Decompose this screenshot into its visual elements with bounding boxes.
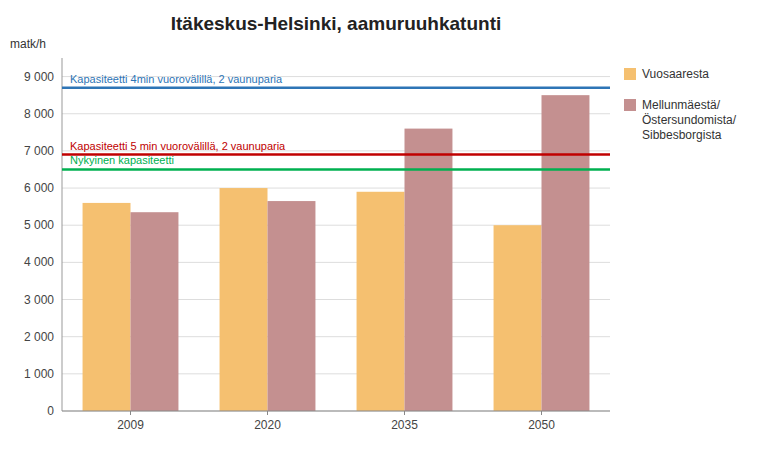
y-tick-label: 0 [47,404,54,418]
reference-line-label: Nykyinen kapasiteetti [70,154,174,166]
bar [220,188,268,411]
reference-line-label: Kapasiteetti 4min vuorovälillä, 2 vaunup… [70,73,283,85]
chart: Itäkeskus-Helsinki, aamuruuhkatunti matk/… [0,0,769,451]
x-axis-line [62,411,610,412]
y-tick-label: 5 000 [24,218,54,232]
grid [62,77,610,411]
grid-line [62,411,610,412]
grid-line [62,113,610,114]
y-tick-label: 8 000 [24,107,54,121]
bar [494,225,542,411]
bar [405,129,453,411]
x-tick-label: 2009 [117,418,144,432]
reference-line [62,168,610,171]
reference-line-label: Kapasiteetti 5 min vuorovälillä, 2 vaunu… [70,140,286,152]
x-tick [541,411,542,415]
x-tick-label: 2035 [391,418,418,432]
y-tick-label: 6 000 [24,181,54,195]
bar-series [83,188,542,411]
grid-line [62,188,610,189]
x-tick-label: 2050 [528,418,555,432]
legend-swatch [624,68,636,80]
legend: Vuosaaresta Mellunmäestä/Östersundomista/… [624,67,737,142]
title: Itäkeskus-Helsinki, aamuruuhkatunti [171,13,502,34]
bar [542,95,590,411]
y-axis-label: matk/h [10,37,46,51]
x-tick [267,411,268,415]
legend-swatch [624,99,636,111]
plot-area [62,88,610,411]
x-tick-label: 2020 [254,418,281,432]
x-tick [404,411,405,415]
y-tick-label: 1 000 [24,367,54,381]
y-tick-label: 2 000 [24,330,54,344]
legend-label: Vuosaaresta [642,67,709,81]
bar [131,212,179,411]
x-tick [130,411,131,415]
reference-line [62,86,610,89]
y-tick-label: 9 000 [24,70,54,84]
bar [83,203,131,411]
bar [357,192,405,411]
y-axis-line [62,58,63,411]
bar [268,201,316,411]
y-tick-label: 3 000 [24,293,54,307]
legend-label: Mellunmäestä/Östersundomista/Sibbesborgi… [642,98,737,142]
y-tick-label: 4 000 [24,255,54,269]
y-tick-label: 7 000 [24,144,54,158]
